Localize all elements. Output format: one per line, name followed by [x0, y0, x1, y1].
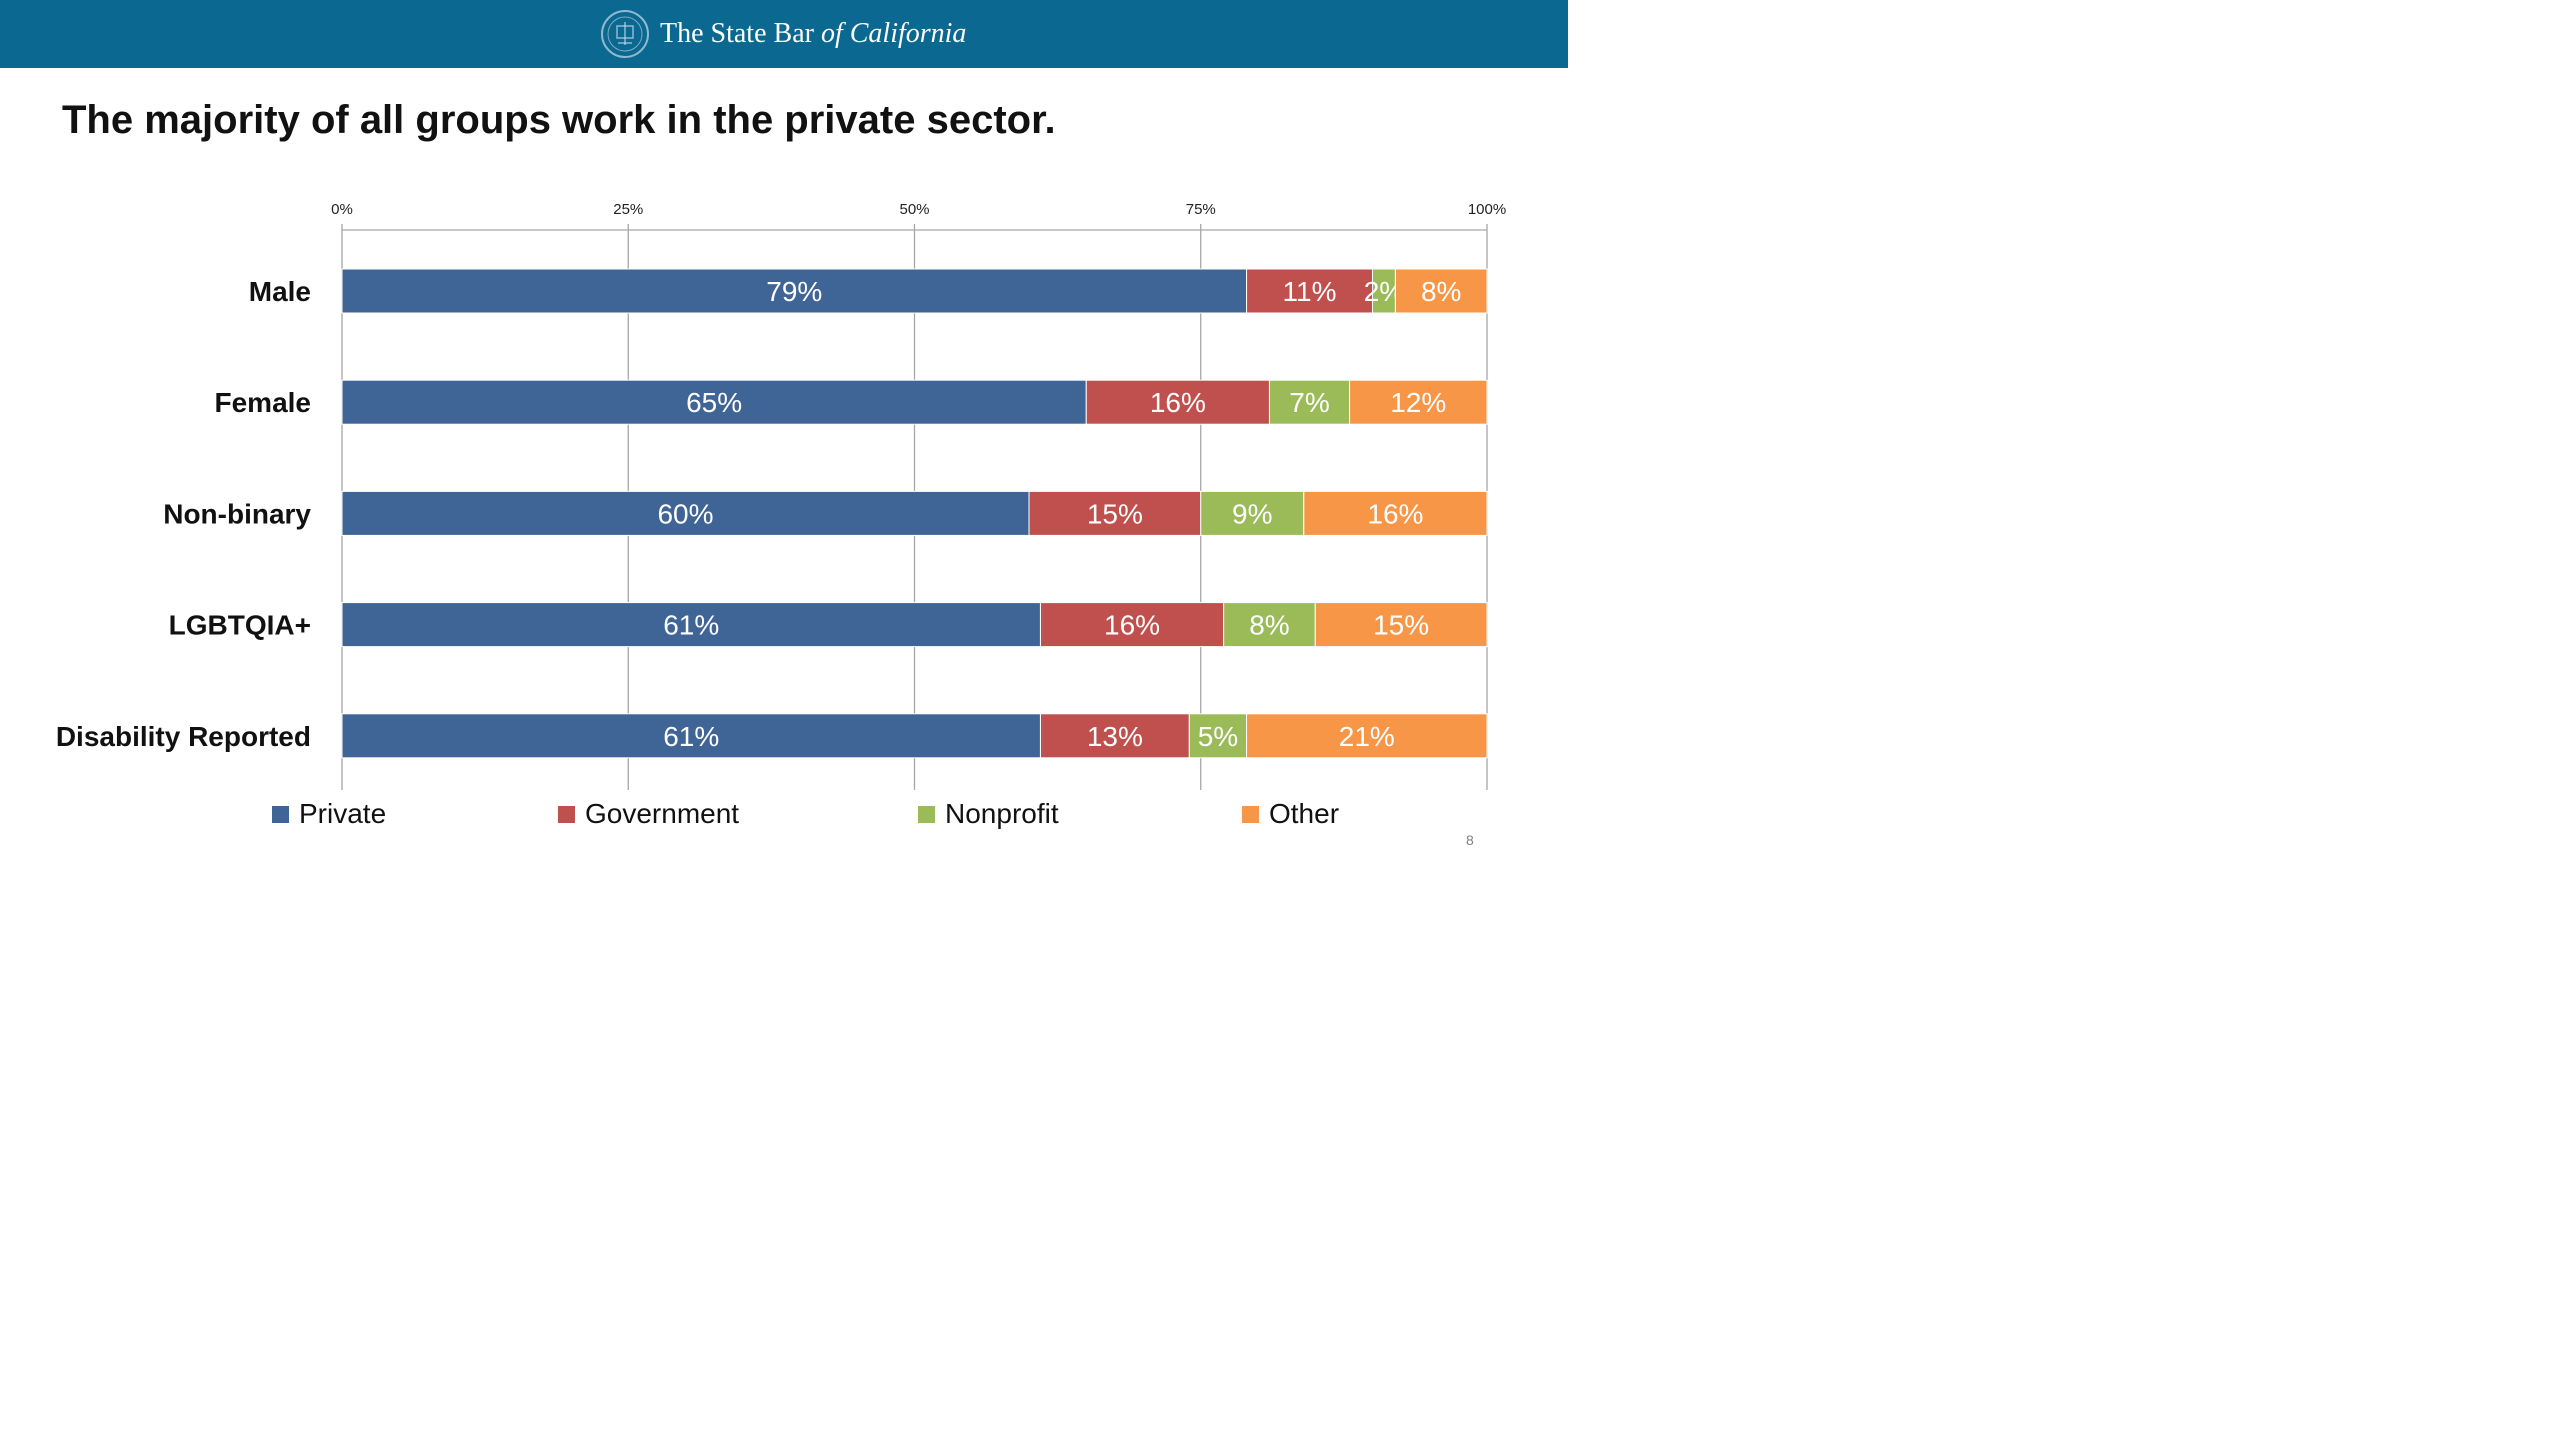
data-label: 15% [1087, 498, 1143, 529]
bar-segment-government [1039, 713, 1190, 759]
bar-segment-private [341, 490, 1030, 536]
legend-swatch [1242, 806, 1259, 823]
bar-segment-other [1303, 490, 1488, 536]
header-banner: The State Bar of California [0, 0, 1568, 68]
data-label: 7% [1289, 387, 1329, 418]
x-tick-label: 25% [613, 201, 643, 218]
x-tick-label: 75% [1186, 201, 1216, 218]
data-label: 65% [686, 387, 742, 418]
legend-label: Private [299, 798, 386, 829]
bar-segment-other [1394, 268, 1488, 314]
page-number: 8 [1466, 832, 1474, 848]
data-label: 60% [657, 498, 713, 529]
brand-logo: The State Bar of California [600, 8, 966, 60]
legend-swatch [272, 806, 289, 823]
x-tick-label: 100% [1468, 201, 1506, 218]
bar-segment-nonprofit [1200, 490, 1305, 536]
bar-segment-other [1314, 602, 1488, 648]
data-label: 79% [766, 276, 822, 307]
data-label: 5% [1198, 721, 1238, 752]
x-tick-label: 50% [899, 201, 929, 218]
data-label: 11% [1283, 276, 1337, 307]
state-bar-seal-icon [601, 10, 649, 58]
bar-segment-government [1028, 490, 1202, 536]
bar-segment-private [341, 379, 1087, 425]
bar-segment-private [341, 713, 1041, 759]
data-label: 8% [1249, 610, 1289, 641]
brand-name: The State Bar of California [660, 18, 966, 50]
bar-segment-nonprofit [1188, 713, 1248, 759]
brand-prefix: The State Bar [660, 18, 821, 49]
category-label: Non-binary [163, 498, 311, 529]
bar-segment-government [1039, 602, 1225, 648]
slide-title: The majority of all groups work in the p… [62, 98, 1056, 142]
data-label: 9% [1232, 498, 1272, 529]
data-label: 61% [663, 610, 719, 641]
bar-segment-government [1246, 268, 1374, 314]
bar-segment-other [1349, 379, 1488, 425]
data-label: 16% [1150, 387, 1206, 418]
bar-segment-private [341, 268, 1248, 314]
legend-swatch [558, 806, 575, 823]
category-label: Female [215, 387, 312, 418]
legend-label: Government [585, 798, 739, 829]
brand-italic: of California [820, 18, 967, 49]
legend-label: Nonprofit [945, 798, 1059, 829]
legend-swatch [918, 806, 935, 823]
data-label: 13% [1087, 721, 1143, 752]
data-label: 61% [663, 721, 719, 752]
bar-segment-other [1246, 713, 1488, 759]
category-label: Disability Reported [56, 721, 311, 752]
bar-segment-government [1085, 379, 1270, 425]
bar-segment-private [341, 602, 1041, 648]
data-label: 12% [1390, 387, 1446, 418]
stacked-bar-chart: 0% 25% 50% 75% 100%Male 79% 11% 2% 8%Female 65% 16… [56, 201, 1506, 829]
legend-label: Other [1269, 798, 1339, 829]
data-label: 15% [1373, 610, 1429, 641]
data-label: 8% [1421, 276, 1461, 307]
data-label: 16% [1367, 498, 1423, 529]
data-label: 16% [1104, 610, 1160, 641]
category-label: LGBTQIA+ [169, 610, 311, 641]
data-label: 21% [1339, 721, 1395, 752]
x-tick-label: 0% [331, 201, 353, 218]
category-label: Male [249, 276, 311, 307]
